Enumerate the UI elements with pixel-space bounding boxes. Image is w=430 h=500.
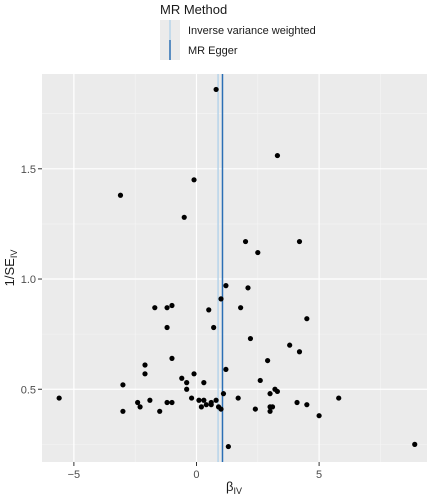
data-point <box>274 388 281 395</box>
data-point <box>169 399 175 406</box>
data-point <box>179 375 185 381</box>
grid-minor <box>42 74 427 462</box>
data-point <box>267 408 273 414</box>
y-tick-label: 1.0 <box>21 274 36 286</box>
data-point <box>198 404 204 410</box>
data-point <box>242 238 249 245</box>
x-tick-label: 0 <box>193 469 199 481</box>
x-tick-label: −5 <box>68 469 81 481</box>
data-point <box>247 335 254 342</box>
data-point <box>218 296 224 302</box>
data-point <box>316 413 322 419</box>
data-point <box>304 316 310 322</box>
data-point <box>296 349 303 355</box>
data-point <box>213 397 219 403</box>
data-point <box>211 324 217 331</box>
data-point <box>152 305 158 311</box>
data-point <box>274 152 281 159</box>
data-point <box>120 408 126 414</box>
data-point <box>218 406 224 412</box>
data-point <box>164 324 170 331</box>
data-point <box>191 177 197 183</box>
data-point <box>201 380 207 386</box>
data-point <box>245 285 251 291</box>
data-point <box>142 362 148 368</box>
data-point <box>220 391 227 397</box>
data-point <box>201 397 207 403</box>
x-axis-title-sub: IV <box>233 486 242 496</box>
data-point <box>252 406 258 412</box>
data-point <box>223 283 229 289</box>
y-axis-title-main: 1/SE <box>2 258 17 287</box>
data-point <box>213 86 219 93</box>
legend-label-ivw: Inverse variance weighted <box>188 25 316 37</box>
data-points <box>56 86 418 450</box>
data-point <box>304 402 310 408</box>
plot-panel <box>42 74 427 462</box>
method-lines <box>217 74 224 462</box>
x-axis-ticks: −5 0 5 <box>68 462 322 481</box>
data-point <box>181 214 187 220</box>
y-tick-label: 0.5 <box>21 384 36 396</box>
data-point <box>265 357 271 364</box>
y-axis-ticks: 0.5 1.0 1.5 <box>21 164 42 396</box>
data-point <box>208 399 214 406</box>
data-point <box>255 249 261 256</box>
data-point <box>196 397 202 403</box>
data-point <box>164 399 170 406</box>
legend-label-mr-egger: MR Egger <box>188 45 238 57</box>
data-point <box>184 380 190 386</box>
data-point <box>135 399 141 406</box>
data-point <box>238 305 244 311</box>
data-point <box>223 366 229 373</box>
data-point <box>206 307 212 313</box>
data-point <box>169 355 175 361</box>
data-point <box>117 192 124 198</box>
data-point <box>157 408 163 414</box>
y-tick-label: 1.5 <box>21 164 36 176</box>
data-point <box>191 371 197 377</box>
x-axis-title-main: β <box>226 479 233 494</box>
data-point <box>296 238 303 245</box>
data-point <box>287 342 293 348</box>
legend-entry-ivw: Inverse variance weighted <box>160 20 316 40</box>
data-point <box>137 404 143 410</box>
x-tick-label: 5 <box>316 469 322 481</box>
data-point <box>147 397 153 403</box>
y-axis-title: 1/SEIV <box>2 250 19 287</box>
data-point <box>184 386 190 392</box>
legend-entry-mr-egger: MR Egger <box>160 40 238 60</box>
data-point <box>412 441 418 447</box>
data-point <box>269 404 276 410</box>
data-point <box>164 305 170 311</box>
data-point <box>267 391 273 397</box>
data-point <box>56 395 62 401</box>
data-point <box>169 302 175 309</box>
legend: MR Method Inverse variance weighted MR E… <box>160 2 316 60</box>
data-point <box>142 371 148 377</box>
data-point <box>257 377 263 384</box>
data-point <box>225 443 231 450</box>
x-axis-title: βIV <box>226 479 242 496</box>
data-point <box>203 402 209 408</box>
data-point <box>235 395 241 401</box>
data-point <box>188 395 195 401</box>
legend-title: MR Method <box>160 2 227 17</box>
data-point <box>120 382 126 388</box>
grid-major <box>42 74 427 462</box>
data-point <box>294 399 300 406</box>
y-axis-title-sub: IV <box>9 250 19 259</box>
data-point <box>336 395 342 401</box>
